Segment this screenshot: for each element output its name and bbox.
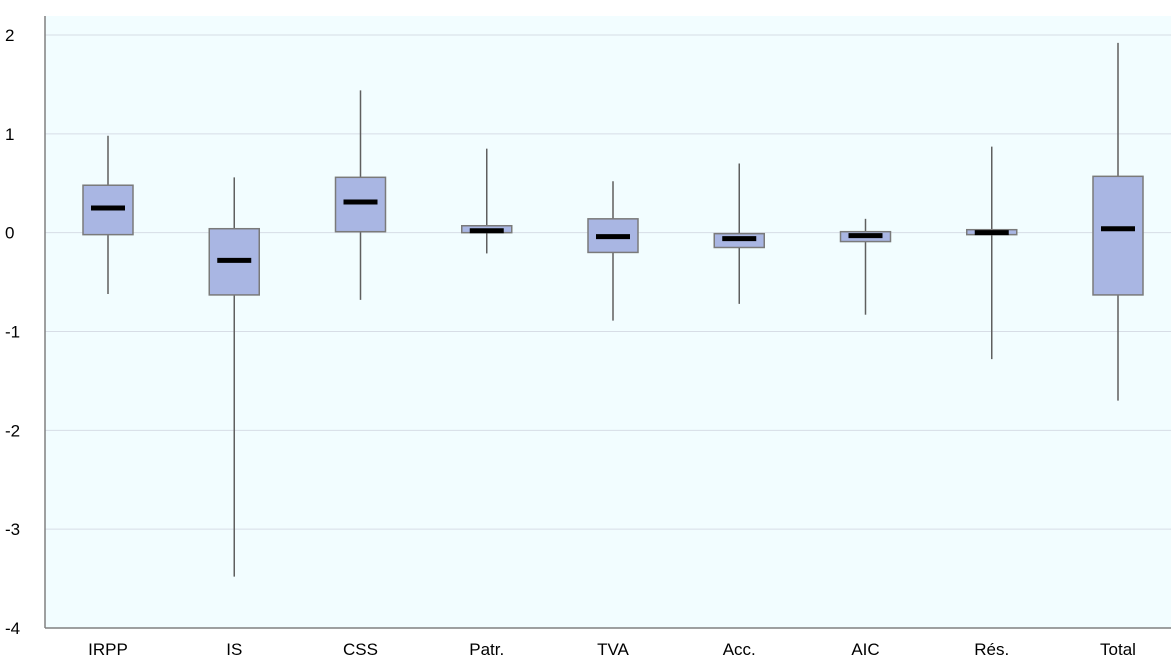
box-AIC	[839, 218, 892, 315]
x-tick-labels: IRPP IS CSS Patr. TVA Acc. AIC Rés. Total	[88, 640, 1136, 659]
y-tick-label: 2	[5, 26, 14, 45]
box-CSS	[334, 90, 387, 300]
x-tick-label: Acc.	[723, 640, 756, 659]
y-tick-label: -4	[5, 619, 20, 638]
y-tick-labels: 2 1 0 -1 -2 -3 -4	[5, 26, 20, 638]
box-Rés.	[966, 146, 1018, 360]
x-tick-label: Rés.	[974, 640, 1009, 659]
box-TVA	[587, 181, 639, 321]
box-Patr.	[461, 148, 513, 254]
y-tick-label: -1	[5, 323, 20, 342]
x-tick-label: CSS	[343, 640, 378, 659]
x-tick-label: IS	[226, 640, 242, 659]
iqr-box	[1092, 175, 1144, 296]
x-tick-label: Total	[1100, 640, 1136, 659]
plot-area-background	[45, 16, 1171, 628]
y-tick-label: -3	[5, 520, 20, 539]
y-tick-label: 0	[5, 224, 14, 243]
box-Total	[1092, 42, 1144, 401]
axes	[44, 16, 1171, 629]
box-series	[82, 42, 1144, 577]
x-tick-label: Patr.	[469, 640, 504, 659]
box-IRPP	[82, 135, 134, 294]
box-IS	[208, 177, 260, 577]
y-tick-label: -2	[5, 421, 20, 440]
y-tick-label: 1	[5, 125, 14, 144]
box-Acc.	[713, 163, 765, 304]
x-tick-label: TVA	[597, 640, 629, 659]
x-tick-label: AIC	[851, 640, 879, 659]
x-tick-label: IRPP	[88, 640, 128, 659]
